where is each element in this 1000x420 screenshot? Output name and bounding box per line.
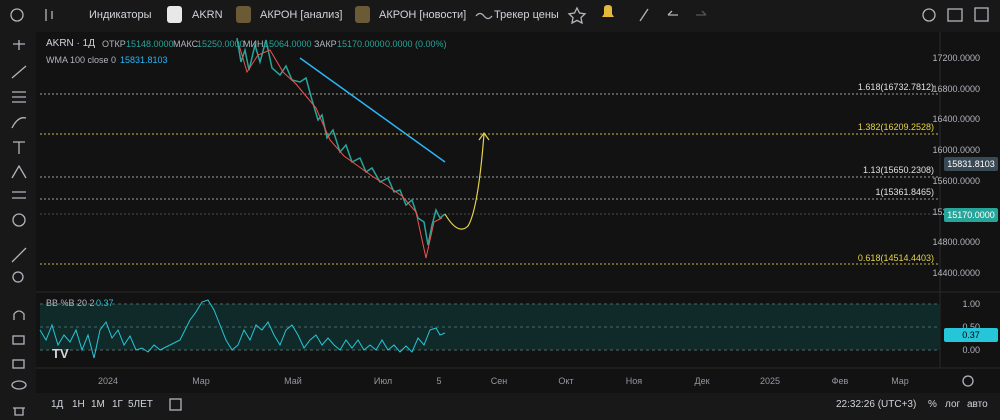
- legend-value: 15064.0000: [264, 39, 312, 49]
- projection-arrow: [478, 131, 490, 141]
- trend-line: [299, 57, 446, 163]
- percent-button[interactable]: %: [928, 399, 937, 410]
- legend-value: 15148.0000: [126, 39, 174, 49]
- time-tick: Дек: [694, 376, 710, 386]
- time-tick: Май: [284, 376, 302, 386]
- wma-badge: 15831.8103: [944, 157, 998, 171]
- indicators-button[interactable]: Индикаторы: [89, 9, 152, 21]
- tab-icon: [355, 6, 370, 23]
- bb-levels: [40, 303, 940, 351]
- symbol-button[interactable]: AKRN: [192, 9, 223, 21]
- time-tick: Окт: [558, 376, 574, 386]
- legend-value: 15170.0000: [337, 39, 385, 49]
- legend-change: 0.0000 (0.00%): [385, 39, 447, 49]
- range-button[interactable]: 1М: [91, 399, 105, 410]
- indicator-tick: 0.50: [962, 322, 980, 332]
- time-tick: 2025: [759, 376, 781, 386]
- log-button[interactable]: лог: [945, 399, 961, 410]
- legend-label: ЗАКР: [314, 39, 337, 49]
- left-toolbar-icons: [11, 40, 27, 416]
- tab[interactable]: Трекер цены: [494, 9, 559, 21]
- legend-label: ОТКР: [102, 39, 126, 49]
- wma-value: 15831.8103: [120, 55, 168, 65]
- tv-logo: TV: [52, 346, 69, 361]
- bottom-bar-bg: [0, 393, 1000, 420]
- price-tick: 17200.0000: [932, 53, 980, 63]
- legend-title: AKRN · 1Д: [46, 38, 96, 49]
- time-tick: 2024: [97, 376, 119, 386]
- time-tick: Мар: [192, 376, 210, 386]
- indicator-label: BB %B 20 2: [46, 298, 95, 308]
- price-tick: 16800.0000: [932, 84, 980, 94]
- alert-icon: [602, 5, 614, 17]
- fib-label: 0.618(14514.4403): [857, 253, 934, 263]
- tab-icon: [236, 6, 251, 23]
- top-toolbar-bg: [0, 0, 1000, 32]
- auto-button[interactable]: авто: [967, 399, 988, 410]
- price-tick: 15600.0000: [932, 176, 980, 186]
- range-button[interactable]: 1Н: [72, 399, 85, 410]
- time-tick: Сен: [490, 376, 508, 386]
- time-tick: Фев: [831, 376, 849, 386]
- last-price-badge: 15170.0000: [944, 208, 998, 222]
- fib-label: 1.13(15650.2308): [862, 165, 934, 175]
- time-tick: Ноя: [625, 376, 643, 386]
- legend-value: 15250.0000: [197, 39, 245, 49]
- bb-line: [39, 299, 446, 359]
- wma-label: WMA 100 close 0: [46, 55, 117, 65]
- range-button[interactable]: 1Д: [51, 399, 64, 410]
- tab[interactable]: АКРОН [новости]: [379, 9, 467, 21]
- fib-label: 1.618(16732.7812): [857, 82, 934, 92]
- top-toolbar-icons: [10, 6, 989, 411]
- price-tick: 14800.0000: [932, 237, 980, 247]
- time-tick: Июл: [373, 376, 393, 386]
- range-button[interactable]: 5ЛЕТ: [128, 399, 153, 410]
- fib-lines: [40, 93, 940, 265]
- indicator-value: 0.37: [96, 298, 114, 308]
- indicator-badge: 0.37: [944, 328, 998, 342]
- fib-label: 1(15361.8465): [875, 187, 934, 197]
- range-button[interactable]: 1Г: [112, 399, 123, 410]
- projection-curve: [444, 133, 485, 230]
- time-tick: Мар: [891, 376, 909, 386]
- fib-label: 1.382(16209.2528): [857, 122, 934, 132]
- price-tick: 16000.0000: [932, 145, 980, 155]
- time-tick: 5: [436, 376, 442, 386]
- price-tick: 16400.0000: [932, 114, 980, 124]
- indicator-tick: 0.00: [962, 345, 980, 355]
- indicator-tick: 1.00: [962, 299, 980, 309]
- clock: 22:32:26 (UTC+3): [836, 399, 917, 410]
- symbol-logo: [167, 6, 182, 23]
- legend-label: МАКС: [173, 39, 199, 49]
- legend-label: МИН: [243, 39, 264, 49]
- price-line-red: [238, 44, 443, 259]
- price-tick: 14400.0000: [932, 268, 980, 278]
- tab[interactable]: АКРОН [анализ]: [260, 9, 343, 21]
